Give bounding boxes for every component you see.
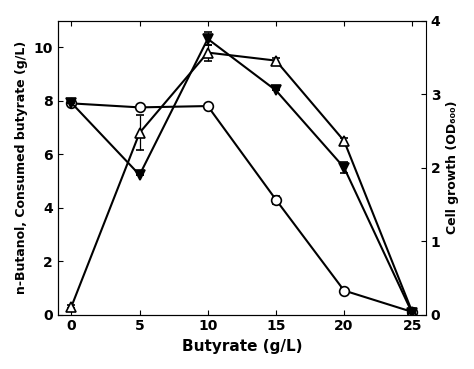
X-axis label: Butyrate (g/L): Butyrate (g/L) — [182, 339, 302, 354]
Y-axis label: n-Butanol, Consumed butyrate (g/L): n-Butanol, Consumed butyrate (g/L) — [15, 41, 28, 294]
Y-axis label: Cell growth (OD₆₀₀): Cell growth (OD₆₀₀) — [446, 101, 459, 234]
